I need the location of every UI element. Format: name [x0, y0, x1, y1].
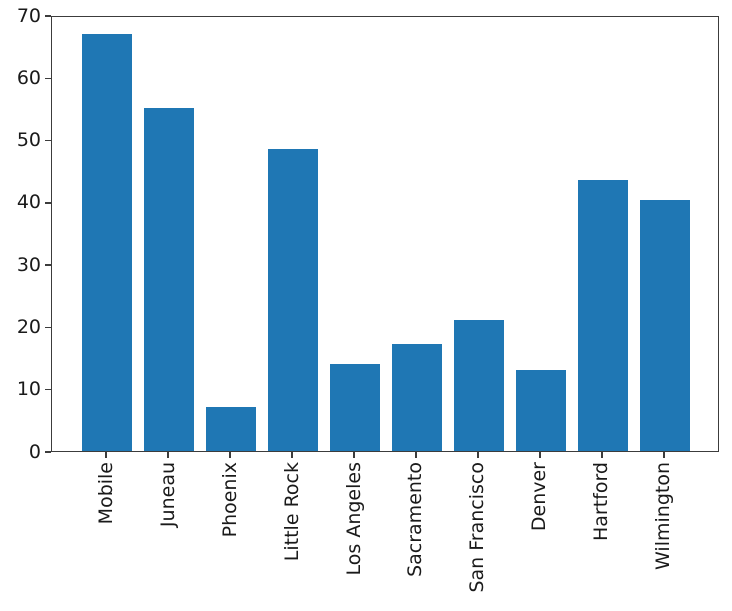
y-axis-tick-label: 30 [16, 253, 41, 276]
x-axis-tick-mark [539, 452, 541, 458]
x-axis-tick-mark [167, 452, 169, 458]
y-axis-tick-label: 40 [16, 191, 41, 214]
bar-hartford [578, 180, 628, 451]
y-axis-tick-label: 50 [16, 129, 41, 152]
x-axis-tick-mark [105, 452, 107, 458]
x-axis-tick-label-phoenix: Phoenix [218, 462, 241, 538]
bar-little-rock [268, 148, 318, 451]
bar-los-angeles [330, 363, 380, 451]
x-axis-tick-label-wilmington: Wilmington [652, 462, 675, 570]
y-axis-tick-mark [45, 139, 51, 142]
bar-wilmington [640, 200, 690, 451]
bar-juneau [144, 108, 194, 451]
y-axis-tick-mark [45, 451, 51, 453]
x-axis-tick-label-san-francisco: San Francisco [466, 462, 489, 593]
y-axis-tick-label: 10 [16, 378, 41, 401]
x-axis-tick-label-little-rock: Little Rock [280, 462, 303, 562]
y-axis-tick-mark [45, 202, 51, 204]
bar-sacramento [392, 343, 442, 451]
x-axis-tick-mark [229, 452, 231, 458]
y-axis-tick-mark [45, 326, 51, 329]
bar-denver [516, 370, 566, 451]
x-axis-tick-label-los-angeles: Los Angeles [342, 462, 365, 576]
x-axis-tick-label-hartford: Hartford [590, 462, 613, 542]
y-axis-tick-mark [45, 388, 51, 391]
x-axis-tick-label-juneau: Juneau [156, 462, 179, 528]
x-axis-tick-mark [601, 452, 603, 458]
y-axis-tick-label: 60 [16, 66, 41, 89]
plot-area [51, 16, 719, 452]
y-axis-tick-label: 20 [16, 315, 41, 338]
bar-mobile [82, 33, 132, 451]
x-axis-tick-mark [353, 452, 355, 458]
x-axis-tick-label-sacramento: Sacramento [404, 462, 427, 577]
x-axis-tick-mark [477, 452, 479, 458]
y-axis-tick-mark [45, 77, 51, 80]
x-axis-tick-mark [415, 452, 417, 458]
y-axis-tick-label: 0 [28, 440, 41, 463]
bar-san-francisco [454, 320, 504, 451]
x-axis-tick-mark [291, 452, 293, 458]
x-axis-tick-label-mobile: Mobile [94, 462, 117, 525]
x-axis-tick-label-denver: Denver [528, 462, 551, 532]
y-axis-tick-mark [45, 15, 51, 17]
y-axis-tick-label: 70 [16, 4, 41, 27]
y-axis-tick-mark [45, 264, 51, 266]
x-axis-tick-mark [663, 452, 665, 458]
bar-phoenix [206, 407, 256, 451]
